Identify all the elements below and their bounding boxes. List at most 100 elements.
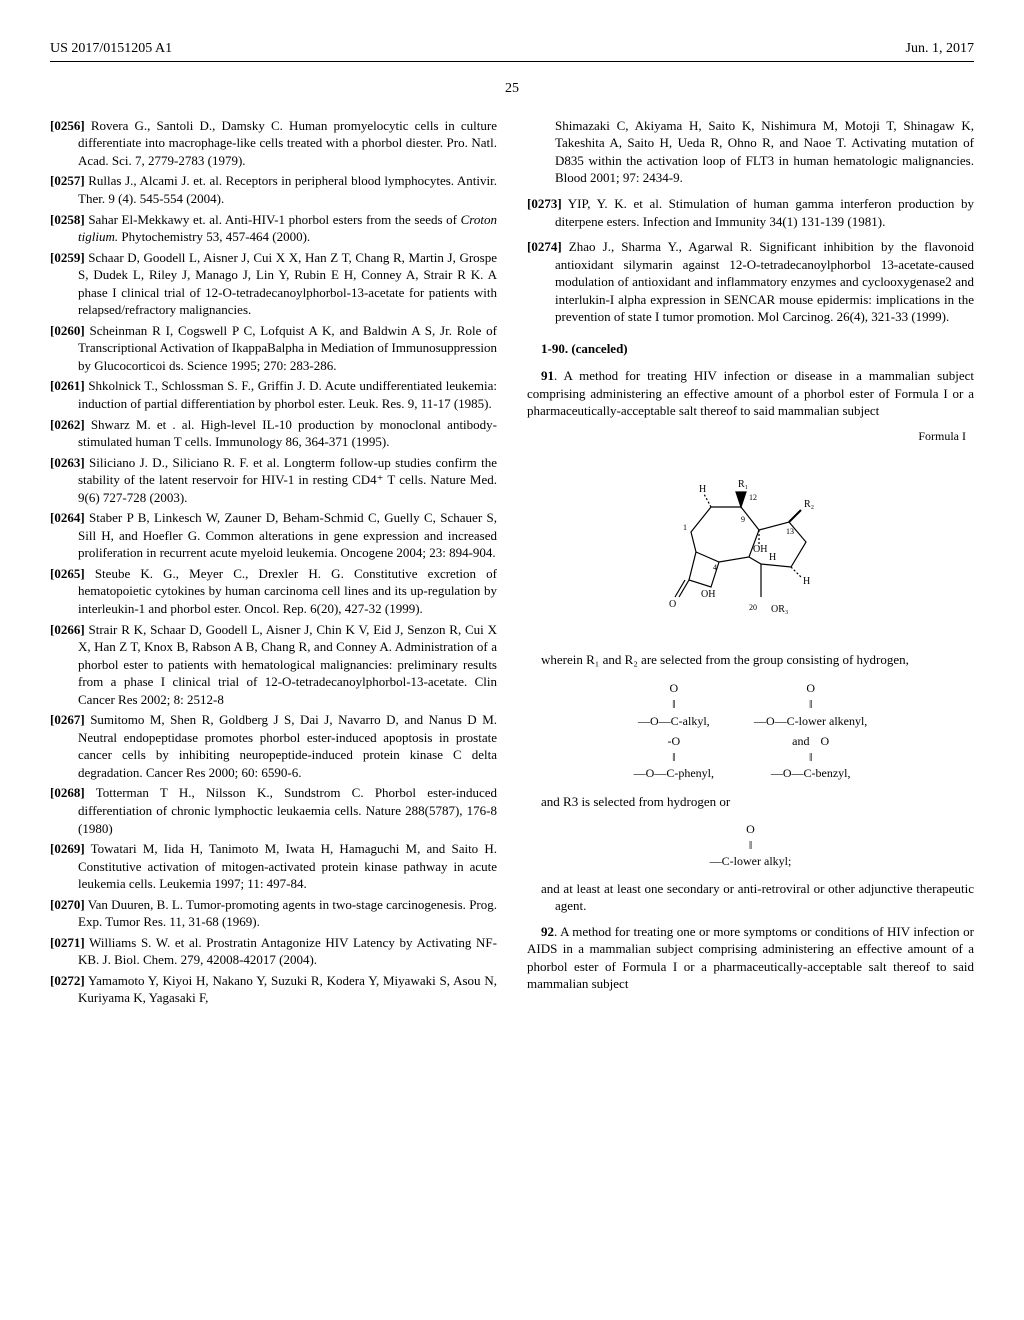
ref-num: [0256] bbox=[50, 118, 85, 133]
ref-text: Rullas J., Alcami J. et. al. Receptors i… bbox=[78, 173, 497, 206]
ref-num: [0260] bbox=[50, 323, 85, 338]
and-label: and bbox=[792, 733, 809, 749]
ref-text: Towatari M, Iida H, Tanimoto M, Iwata H,… bbox=[78, 841, 497, 891]
ref-text: Shimazaki C, Akiyama H, Saito K, Nishimu… bbox=[555, 118, 974, 186]
sub-lower-alkenyl: —O—C-lower alkenyl, bbox=[754, 714, 867, 728]
claim-text: A method for treating HIV infection or d… bbox=[527, 368, 974, 418]
ref-text: Sahar El-Mekkawy et. al. Anti-HIV-1 phor… bbox=[78, 212, 497, 245]
ref-num: [0257] bbox=[50, 173, 85, 188]
reference-item: [0261] Shkolnick T., Schlossman S. F., G… bbox=[50, 377, 497, 412]
page-header: US 2017/0151205 A1 Jun. 1, 2017 bbox=[50, 40, 974, 62]
reference-item: [0270] Van Duuren, B. L. Tumor-promoting… bbox=[50, 896, 497, 931]
label-r2: R₂ bbox=[804, 499, 814, 510]
minus-o-label: -O bbox=[668, 734, 681, 748]
label-r1: R₁ bbox=[738, 479, 748, 490]
reference-item: [0265] Steube K. G., Meyer C., Drexler H… bbox=[50, 565, 497, 618]
sub-benzyl: —O—C-benzyl, bbox=[771, 766, 851, 780]
ref-text: Strair R K, Schaar D, Goodell L, Aisner … bbox=[78, 622, 497, 707]
ref-num: [0259] bbox=[50, 250, 85, 265]
reference-item: [0266] Strair R K, Schaar D, Goodell L, … bbox=[50, 621, 497, 709]
reference-item: [0258] Sahar El-Mekkawy et. al. Anti-HIV… bbox=[50, 211, 497, 246]
ref-text: Zhao J., Sharma Y., Agarwal R. Significa… bbox=[555, 239, 974, 324]
wherein-clause-1: wherein R₁ and R₂ are selected from the … bbox=[527, 651, 974, 669]
o-label: O bbox=[670, 681, 679, 695]
ref-num: [0274] bbox=[527, 239, 562, 254]
reference-item: [0264] Staber P B, Linkesch W, Zauner D,… bbox=[50, 509, 497, 562]
wherein-clause-3: and at least at least one secondary or a… bbox=[527, 880, 974, 915]
claim-91: 91. A method for treating HIV infection … bbox=[527, 367, 974, 420]
claim-text: A method for treating one or more sympto… bbox=[527, 924, 974, 992]
ref-num: [0268] bbox=[50, 785, 85, 800]
ref-num: [0262] bbox=[50, 417, 85, 432]
reference-item: [0257] Rullas J., Alcami J. et. al. Rece… bbox=[50, 172, 497, 207]
reference-item: [0269] Towatari M, Iida H, Tanimoto M, I… bbox=[50, 840, 497, 893]
left-column: [0256] Rovera G., Santoli D., Damsky C. … bbox=[50, 117, 497, 1010]
reference-item: [0274] Zhao J., Sharma Y., Agarwal R. Si… bbox=[527, 238, 974, 326]
label-oh: OH bbox=[701, 589, 715, 600]
reference-item-continuation: Shimazaki C, Akiyama H, Saito K, Nishimu… bbox=[527, 117, 974, 187]
ref-text: Siliciano J. D., Siliciano R. F. et al. … bbox=[78, 455, 497, 505]
ref-num: [0272] bbox=[50, 973, 85, 988]
ref-num: [0258] bbox=[50, 212, 85, 227]
reference-item: [0267] Sumitomo M, Shen R, Goldberg J S,… bbox=[50, 711, 497, 781]
doc-date: Jun. 1, 2017 bbox=[906, 40, 974, 59]
reference-item: [0271] Williams S. W. et al. Prostratin … bbox=[50, 934, 497, 969]
ref-text: Yamamoto Y, Kiyoi H, Nakano Y, Suzuki R,… bbox=[78, 973, 497, 1006]
ref-text: Staber P B, Linkesch W, Zauner D, Beham-… bbox=[78, 510, 497, 560]
reference-item: [0268] Totterman T H., Nilsson K., Sunds… bbox=[50, 784, 497, 837]
label-n4: 4 bbox=[713, 563, 717, 572]
reference-item: [0272] Yamamoto Y, Kiyoi H, Nakano Y, Su… bbox=[50, 972, 497, 1007]
claim-92: 92. A method for treating one or more sy… bbox=[527, 923, 974, 993]
ref-text: Shkolnick T., Schlossman S. F., Griffin … bbox=[78, 378, 497, 411]
label-h: H bbox=[803, 576, 810, 587]
chemical-structure-formula-i: R₁ R₂ H OH H H O OH OR₃ 1 4 9 12 13 20 bbox=[527, 452, 974, 637]
doc-number: US 2017/0151205 A1 bbox=[50, 40, 172, 59]
ref-text: Steube K. G., Meyer C., Drexler H. G. Co… bbox=[78, 566, 497, 616]
ref-num: [0271] bbox=[50, 935, 85, 950]
ref-text: Rovera G., Santoli D., Damsky C. Human p… bbox=[78, 118, 497, 168]
label-n20: 20 bbox=[749, 603, 757, 612]
sub-alkyl: —O—C-alkyl, bbox=[638, 714, 710, 728]
reference-item: [0260] Scheinman R I, Cogswell P C, Lofq… bbox=[50, 322, 497, 375]
label-n9: 9 bbox=[741, 515, 745, 524]
o-label: O bbox=[820, 734, 829, 748]
two-column-layout: [0256] Rovera G., Santoli D., Damsky C. … bbox=[50, 117, 974, 1010]
claim-num: 91 bbox=[541, 368, 554, 383]
wherein-clause-2: and R3 is selected from hydrogen or bbox=[527, 793, 974, 811]
label-or3: OR₃ bbox=[771, 604, 788, 615]
substituent-group-1: O‖ —O—C-alkyl, O‖ —O—C-lower alkenyl, -O… bbox=[527, 678, 974, 783]
ref-text: Sumitomo M, Shen R, Goldberg J S, Dai J,… bbox=[78, 712, 497, 780]
ref-text: Schaar D, Goodell L, Aisner J, Cui X X, … bbox=[78, 250, 497, 318]
reference-item: [0273] YIP, Y. K. et al. Stimulation of … bbox=[527, 195, 974, 230]
label-n13: 13 bbox=[786, 527, 794, 536]
reference-item: [0256] Rovera G., Santoli D., Damsky C. … bbox=[50, 117, 497, 170]
label-h: H bbox=[769, 552, 776, 563]
label-oh: OH bbox=[753, 544, 767, 555]
sub-lower-alkyl: —C-lower alkyl; bbox=[710, 854, 792, 868]
right-column: Shimazaki C, Akiyama H, Saito K, Nishimu… bbox=[527, 117, 974, 1010]
reference-item: [0262] Shwarz M. et . al. High-level IL-… bbox=[50, 416, 497, 451]
claims-canceled: 1-90. (canceled) bbox=[527, 340, 974, 358]
label-n12: 12 bbox=[749, 493, 757, 502]
ref-num: [0265] bbox=[50, 566, 85, 581]
sub-phenyl: —O—C-phenyl, bbox=[634, 766, 714, 780]
label-n1: 1 bbox=[683, 523, 687, 532]
substituent-group-2: O‖ —C-lower alkyl; bbox=[527, 821, 974, 870]
claim-num: 92 bbox=[541, 924, 554, 939]
claim-range: 1-90. (canceled) bbox=[541, 341, 628, 356]
reference-item: [0263] Siliciano J. D., Siliciano R. F. … bbox=[50, 454, 497, 507]
ref-num: [0264] bbox=[50, 510, 85, 525]
ref-num: [0267] bbox=[50, 712, 85, 727]
ref-text: Williams S. W. et al. Prostratin Antagon… bbox=[78, 935, 497, 968]
ref-num: [0270] bbox=[50, 897, 85, 912]
ref-num: [0263] bbox=[50, 455, 85, 470]
reference-item: [0259] Schaar D, Goodell L, Aisner J, Cu… bbox=[50, 249, 497, 319]
label-o: O bbox=[669, 599, 676, 610]
ref-text: Scheinman R I, Cogswell P C, Lofquist A … bbox=[78, 323, 497, 373]
o-label: O bbox=[746, 822, 755, 836]
label-h: H bbox=[699, 484, 706, 495]
page-number: 25 bbox=[50, 80, 974, 99]
ref-num: [0266] bbox=[50, 622, 85, 637]
ref-text: Van Duuren, B. L. Tumor-promoting agents… bbox=[78, 897, 497, 930]
ref-text: Totterman T H., Nilsson K., Sundstrom C.… bbox=[78, 785, 497, 835]
